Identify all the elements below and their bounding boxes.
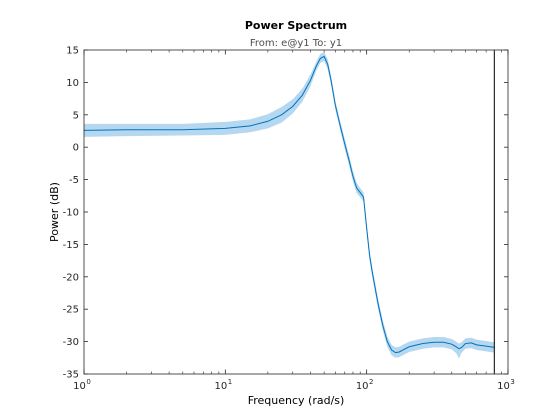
x-tick-exponent: 3 bbox=[510, 378, 514, 386]
spectrum-line bbox=[83, 55, 495, 354]
x-tick-label: 102 bbox=[356, 378, 374, 392]
y-tick-label: -15 bbox=[63, 240, 79, 251]
y-axis-ticks: 15 10 5 0 -5 -10 -15 -20 -25 -30 -35 bbox=[63, 46, 508, 381]
x-axis-label: Frequency (rad/s) bbox=[248, 394, 345, 407]
y-tick-label: -30 bbox=[63, 337, 79, 348]
x-tick-base: 10 bbox=[356, 381, 369, 392]
x-tick-exponent: 0 bbox=[86, 378, 90, 386]
y-tick-label: -10 bbox=[63, 208, 79, 219]
x-tick-base: 10 bbox=[73, 381, 86, 392]
y-tick-label: -35 bbox=[63, 370, 79, 381]
x-tick-exponent: 2 bbox=[369, 378, 373, 386]
y-tick-label: -20 bbox=[63, 272, 79, 283]
y-tick-label: 15 bbox=[66, 46, 79, 57]
confidence-band bbox=[84, 51, 495, 359]
x-axis-ticks: 100 101 102 103 bbox=[73, 50, 515, 392]
chart-subtitle: From: e@y1 To: y1 bbox=[250, 38, 342, 49]
y-tick-label: -25 bbox=[63, 305, 79, 316]
chart-title: Power Spectrum bbox=[245, 19, 347, 32]
x-tick-exponent: 1 bbox=[228, 378, 232, 386]
y-tick-label: 5 bbox=[73, 110, 79, 121]
x-tick-base: 10 bbox=[214, 381, 227, 392]
x-tick-label: 100 bbox=[73, 378, 91, 392]
y-tick-label: 10 bbox=[66, 78, 79, 89]
x-tick-label: 101 bbox=[214, 378, 232, 392]
x-tick-label: 103 bbox=[497, 378, 515, 392]
y-tick-label: 0 bbox=[73, 143, 79, 154]
x-tick-base: 10 bbox=[497, 381, 510, 392]
y-tick-label: -5 bbox=[69, 175, 79, 186]
y-axis-label: Power (dB) bbox=[48, 182, 61, 242]
